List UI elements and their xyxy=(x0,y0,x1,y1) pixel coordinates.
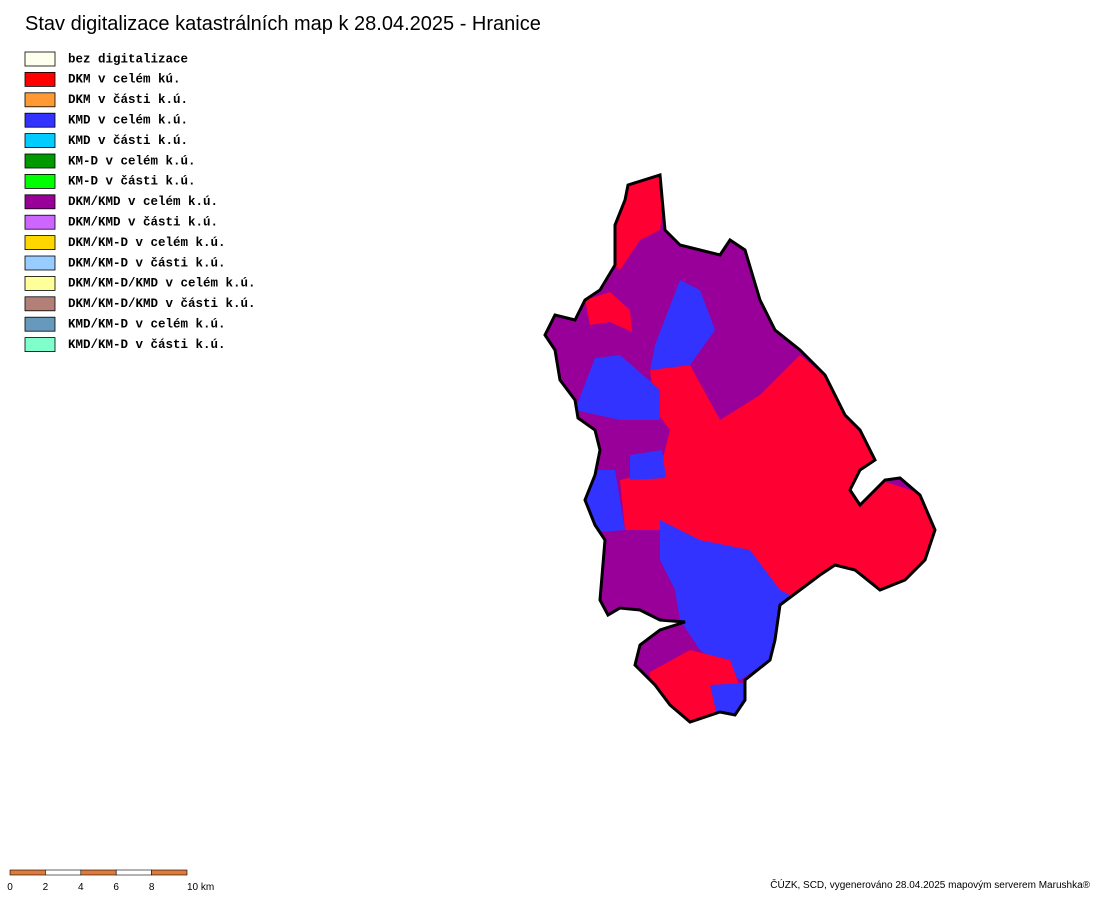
scale-label: 0 xyxy=(7,882,13,893)
legend-swatch xyxy=(24,316,56,332)
scale-segment xyxy=(9,869,46,876)
legend-swatch xyxy=(24,51,56,67)
scale-segment xyxy=(45,869,82,876)
legend-swatch xyxy=(24,173,56,189)
region-kmd xyxy=(650,280,715,370)
legend-swatch xyxy=(24,153,56,169)
legend-label: DKM/KM-D v části k.ú. xyxy=(68,256,226,270)
legend-swatch xyxy=(24,194,56,210)
legend-label: KMD/KM-D v části k.ú. xyxy=(68,338,226,352)
legend-swatch xyxy=(24,92,56,108)
legend-label: KMD v celém k.ú. xyxy=(68,113,188,127)
legend-label: DKM/KM-D/KMD v části k.ú. xyxy=(68,297,256,311)
scale-label: 2 xyxy=(43,882,49,893)
scale-segment xyxy=(115,869,152,876)
scale-label: 10 km xyxy=(187,882,214,893)
legend-label: KMD/KM-D v celém k.ú. xyxy=(68,317,226,331)
map-title: Stav digitalizace katastrálních map k 28… xyxy=(25,13,541,35)
legend: bez digitalizace DKM v celém kú. DKM v čás… xyxy=(24,51,256,353)
legend-label: DKM v celém kú. xyxy=(68,73,181,87)
legend-swatch xyxy=(24,72,56,87)
credit: ČÚZK, SCD, vygenerováno 28.04.2025 mapov… xyxy=(770,878,1090,891)
legend-label: KM-D v celém k.ú. xyxy=(68,154,196,168)
legend-label: KMD v části k.ú. xyxy=(68,134,188,148)
scale-label: 6 xyxy=(113,882,119,893)
scale-label: 4 xyxy=(78,882,84,893)
legend-swatch xyxy=(24,235,56,251)
legend-label: DKM v části k.ú. xyxy=(68,93,188,107)
legend-label: KM-D v části k.ú. xyxy=(68,175,196,189)
region-kmd xyxy=(575,355,660,420)
legend-swatch xyxy=(24,337,56,353)
legend-label: DKM/KMD v části k.ú. xyxy=(68,215,218,229)
region-dkm xyxy=(585,292,632,332)
legend-swatch xyxy=(24,255,56,271)
legend-label: bez digitalizace xyxy=(68,52,188,66)
scale-label: 8 xyxy=(149,882,155,893)
legend-swatch xyxy=(24,112,56,128)
legend-swatch xyxy=(24,296,56,312)
legend-label: DKM/KM-D v celém k.ú. xyxy=(68,236,226,250)
legend-swatch xyxy=(24,214,56,230)
legend-label: DKM/KMD v celém k.ú. xyxy=(68,195,218,209)
scale-bar: 0 2 4 6 8 10 km xyxy=(7,869,214,893)
region-kmd xyxy=(660,520,800,680)
region-kmd xyxy=(630,450,666,480)
region-dkm xyxy=(620,355,935,600)
legend-swatch xyxy=(24,133,56,149)
legend-label: DKM/KM-D/KMD v celém k.ú. xyxy=(68,277,256,291)
scale-segment xyxy=(151,869,188,876)
legend-swatch xyxy=(24,275,56,291)
scale-segment xyxy=(80,869,117,876)
